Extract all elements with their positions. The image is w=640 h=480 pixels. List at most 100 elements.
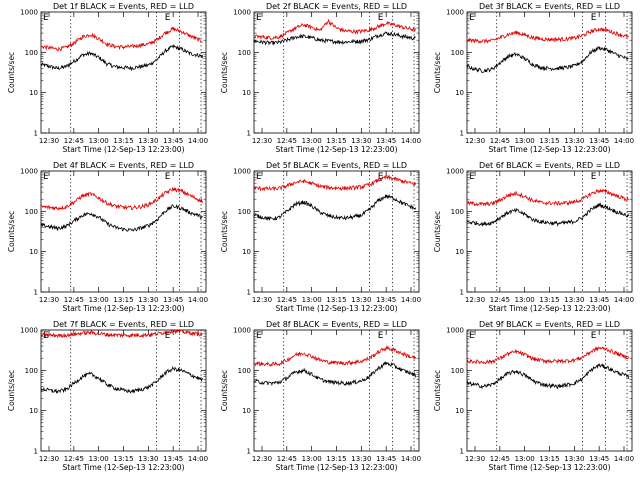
x-axis-label: Start Time (12-Sep-13 12:23:00) — [63, 304, 185, 313]
x-tick-label: 12:30 — [252, 137, 272, 145]
x-tick-label: 12:45 — [490, 455, 510, 463]
series-events-line — [466, 202, 630, 227]
chart-panel-5: Det 5f BLACK = Events, RED = LLD 1 10 100 10… — [220, 161, 421, 313]
x-axis-label: Start Time (12-Sep-13 12:23:00) — [489, 145, 611, 154]
series-events-line — [40, 365, 204, 395]
x-tick-label: 13:45 — [163, 455, 183, 463]
chart-title: Det 6f BLACK = Events, RED = LLD — [479, 161, 620, 170]
x-tick-label: 12:30 — [465, 137, 485, 145]
x-tick-label: 13:15 — [326, 137, 346, 145]
chart-panel-2: Det 2f BLACK = Events, RED = LLD 1 10 100 10… — [220, 2, 421, 154]
y-tick-label: 10 — [29, 248, 38, 256]
y-tick-label: 100 — [25, 49, 38, 57]
x-tick-label: 12:30 — [252, 296, 272, 304]
y-tick-label: 1 — [460, 448, 464, 456]
chart-title: Det 5f BLACK = Events, RED = LLD — [266, 161, 407, 170]
y-tick-label: 100 — [238, 49, 251, 57]
x-axis-label: Start Time (12-Sep-13 12:23:00) — [276, 463, 398, 472]
flag-label: E — [591, 172, 597, 182]
chart-title: Det 7f BLACK = Events, RED = LLD — [53, 320, 194, 329]
y-tick-label: 1000 — [20, 327, 38, 335]
x-tick-label: 14:00 — [614, 455, 634, 463]
chart-panel-1: Det 1f BLACK = Events, RED = LLD 1 10 100 10… — [7, 2, 208, 154]
x-tick-label: 14:00 — [401, 455, 421, 463]
y-tick-label: 10 — [242, 407, 251, 415]
y-tick-label: 1000 — [233, 327, 251, 335]
series-lld-line — [466, 188, 629, 207]
y-tick-label: 1000 — [20, 168, 38, 176]
y-tick-label: 1000 — [446, 327, 464, 335]
x-tick-label: 12:45 — [277, 296, 297, 304]
x-tick-label: 12:45 — [490, 296, 510, 304]
x-tick-label: 14:00 — [614, 137, 634, 145]
y-axis-label: Counts/sec — [7, 52, 16, 93]
y-tick-label: 100 — [238, 367, 251, 375]
y-tick-label: 1 — [34, 289, 38, 297]
y-axis-label: Counts/sec — [433, 211, 442, 252]
x-tick-label: 12:30 — [465, 296, 485, 304]
chart-panel-8: Det 8f BLACK = Events, RED = LLD 1 10 100 10… — [220, 320, 421, 472]
series-lld-line — [253, 174, 417, 192]
x-tick-label: 13:15 — [113, 455, 133, 463]
plot-frame — [253, 11, 420, 134]
chart-title: Det 1f BLACK = Events, RED = LLD — [53, 2, 194, 11]
x-tick-label: 13:45 — [163, 137, 183, 145]
x-tick-label: 12:30 — [39, 137, 59, 145]
y-tick-label: 10 — [29, 407, 38, 415]
x-tick-label: 13:30 — [138, 455, 158, 463]
series-events-line — [253, 361, 417, 387]
flag-label: E — [378, 13, 384, 23]
y-tick-label: 1000 — [446, 168, 464, 176]
series-events-line — [40, 204, 203, 232]
x-tick-label: 13:45 — [376, 137, 396, 145]
chart-panel-4: Det 4f BLACK = Events, RED = LLD 1 10 100 10… — [7, 161, 208, 313]
flag-label: E — [256, 13, 262, 23]
x-tick-label: 13:30 — [564, 137, 584, 145]
flag-label: E — [469, 172, 475, 182]
x-tick-label: 13:30 — [351, 296, 371, 304]
series-lld-line — [40, 26, 203, 52]
y-tick-label: 10 — [455, 248, 464, 256]
plot-frame — [253, 329, 420, 452]
y-axis-label: Counts/sec — [7, 370, 16, 411]
plot-frame — [466, 329, 633, 452]
chart-panel-6: Det 6f BLACK = Events, RED = LLD 1 10 100 10… — [433, 161, 634, 313]
x-axis-label: Start Time (12-Sep-13 12:23:00) — [63, 463, 185, 472]
series-lld-line — [40, 328, 203, 339]
x-tick-label: 13:00 — [302, 455, 322, 463]
chart-title: Det 2f BLACK = Events, RED = LLD — [266, 2, 407, 11]
x-tick-label: 13:15 — [113, 296, 133, 304]
x-tick-label: 13:30 — [138, 137, 158, 145]
x-axis-label: Start Time (12-Sep-13 12:23:00) — [276, 304, 398, 313]
x-tick-label: 12:30 — [39, 455, 59, 463]
x-tick-label: 13:00 — [515, 296, 535, 304]
x-tick-label: 13:45 — [589, 455, 609, 463]
x-tick-label: 13:15 — [539, 296, 559, 304]
y-tick-label: 100 — [451, 49, 464, 57]
series-lld-line — [466, 27, 630, 45]
x-tick-label: 13:15 — [539, 137, 559, 145]
y-tick-label: 100 — [25, 208, 38, 216]
y-tick-label: 1 — [247, 448, 251, 456]
flag-label: E — [256, 331, 262, 341]
x-tick-label: 13:00 — [89, 455, 109, 463]
x-tick-label: 13:15 — [113, 137, 133, 145]
chart-title: Det 8f BLACK = Events, RED = LLD — [266, 320, 407, 329]
x-tick-label: 14:00 — [188, 137, 208, 145]
chart-title: Det 3f BLACK = Events, RED = LLD — [479, 2, 620, 11]
x-tick-label: 13:00 — [302, 137, 322, 145]
y-tick-label: 10 — [29, 89, 38, 97]
x-tick-label: 13:15 — [326, 455, 346, 463]
series-events-line — [40, 44, 204, 72]
x-tick-label: 14:00 — [614, 296, 634, 304]
x-tick-label: 14:00 — [188, 455, 208, 463]
x-axis-label: Start Time (12-Sep-13 12:23:00) — [489, 463, 611, 472]
y-tick-label: 10 — [455, 89, 464, 97]
x-tick-label: 13:15 — [539, 455, 559, 463]
chart-title: Det 9f BLACK = Events, RED = LLD — [479, 320, 620, 329]
chart-title: Det 4f BLACK = Events, RED = LLD — [53, 161, 194, 170]
series-lld-line — [41, 186, 204, 211]
x-tick-label: 14:00 — [401, 296, 421, 304]
y-tick-label: 1 — [34, 130, 38, 138]
flag-label: E — [165, 331, 171, 341]
